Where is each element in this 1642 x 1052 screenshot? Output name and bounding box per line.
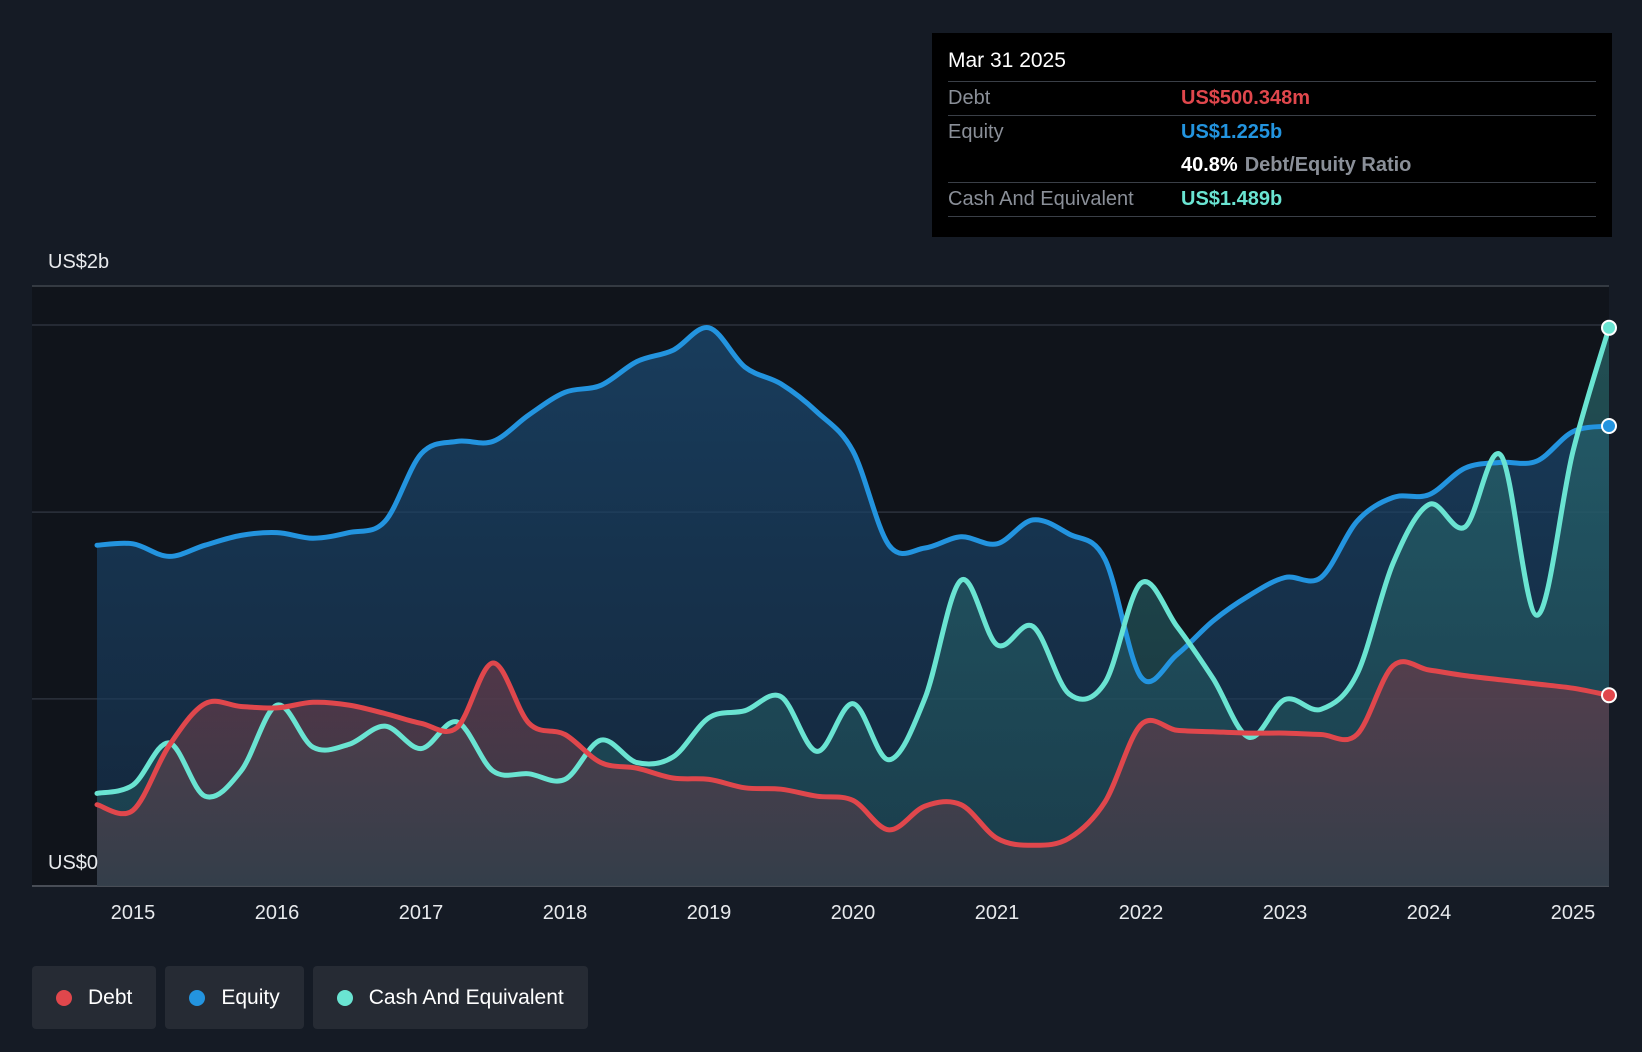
end-marker-cash-and-equivalent[interactable] xyxy=(1601,319,1617,336)
y-axis-bottom-label: US$0 xyxy=(48,852,99,874)
legend-item-equity[interactable]: Equity xyxy=(165,966,304,1029)
x-tick-label-2017: 2017 xyxy=(399,902,444,924)
tooltip-cash-row: Cash And Equivalent US$1.489b xyxy=(948,182,1596,217)
area-debt xyxy=(97,661,1609,886)
legend-label-debt: Debt xyxy=(88,985,133,1009)
legend-dot-debt xyxy=(56,989,72,1006)
tooltip-ratio-row: 40.8% Debt/Equity Ratio xyxy=(948,149,1596,182)
tooltip-equity-row: Equity US$1.225b xyxy=(948,115,1596,149)
tooltip-debt-value: US$500.348m xyxy=(1181,87,1310,109)
x-tick-label-2018: 2018 xyxy=(543,902,588,924)
x-tick-label-2025: 2025 xyxy=(1551,902,1596,924)
end-marker-debt[interactable] xyxy=(1601,687,1617,704)
tooltip-debt-label: Debt xyxy=(948,87,991,109)
tooltip-date: Mar 31 2025 xyxy=(948,49,1066,72)
end-markers xyxy=(1601,319,1617,704)
legend-label-equity: Equity xyxy=(221,985,280,1009)
legend-dot-equity xyxy=(189,989,206,1006)
end-marker-equity[interactable] xyxy=(1601,417,1617,434)
y-axis-top-label: US$2b xyxy=(48,251,110,273)
tooltip-equity-label: Equity xyxy=(948,121,1004,143)
legend-label-cash: Cash And Equivalent xyxy=(368,985,564,1009)
legend-item-cash[interactable]: Cash And Equivalent xyxy=(312,966,588,1029)
tooltip-cash-label: Cash And Equivalent xyxy=(948,188,1134,210)
series-lines xyxy=(94,325,1612,848)
line-debt xyxy=(94,659,1612,848)
x-axis-ticks: 2015 2016 2017 2018 2019 2020 2021 2022 2023 2024… xyxy=(111,902,1596,924)
x-tick-label-2016: 2016 xyxy=(255,902,300,924)
data-tooltip: Mar 31 2025 Debt US$500.348m Equity US$1… xyxy=(932,33,1612,237)
x-tick-label-2023: 2023 xyxy=(1263,902,1308,924)
x-tick-label-2024: 2024 xyxy=(1407,902,1452,924)
legend-dot-cash xyxy=(336,989,353,1006)
line-cash-and-equivalent xyxy=(94,325,1612,800)
tooltip-equity-value: US$1.225b xyxy=(1181,121,1283,143)
legend-item-debt[interactable]: Debt xyxy=(32,966,157,1029)
tooltip-ratio-label: Debt/Equity Ratio xyxy=(1244,154,1412,176)
tooltip-cash-value: US$1.489b xyxy=(1181,188,1283,210)
tooltip-debt-row: Debt US$500.348m xyxy=(948,81,1596,115)
tooltip-ratio-value: 40.8% xyxy=(1181,154,1238,176)
line-equity xyxy=(94,325,1612,685)
x-tick-label-2021: 2021 xyxy=(975,902,1020,924)
x-tick-label-2020: 2020 xyxy=(831,902,876,924)
x-tick-label-2022: 2022 xyxy=(1119,902,1164,924)
x-tick-label-2015: 2015 xyxy=(111,902,156,924)
chart-legend: Debt Equity Cash And Equivalent xyxy=(32,966,588,1029)
x-tick-label-2019: 2019 xyxy=(687,902,732,924)
